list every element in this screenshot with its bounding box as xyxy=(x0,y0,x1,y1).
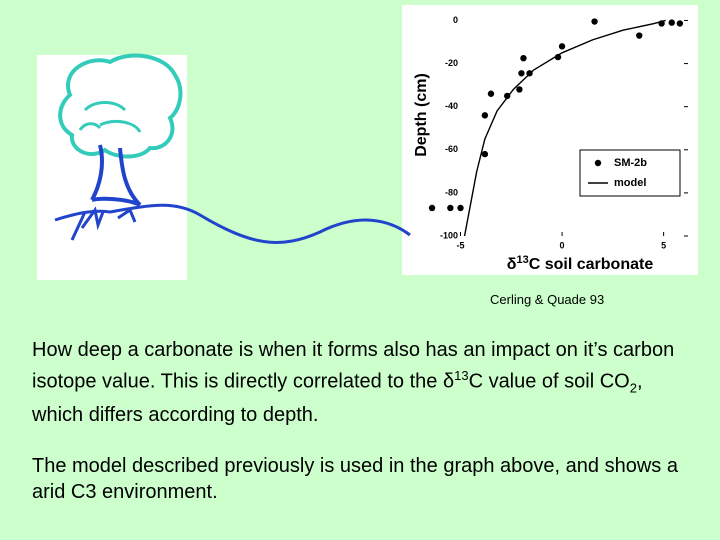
tree-crown-detail xyxy=(78,101,142,133)
point xyxy=(457,204,464,212)
point xyxy=(676,20,684,27)
y-tick-label: -40 xyxy=(445,101,458,111)
point xyxy=(668,19,675,26)
y-tick-label: -100 xyxy=(440,230,458,240)
y-axis-label: Depth (cm) xyxy=(413,73,430,157)
text: How deep a carbonate is when it forms al… xyxy=(32,339,675,393)
x-tick-label: 0 xyxy=(560,240,565,250)
citation: Cerling & Quade 93 xyxy=(490,292,605,307)
text: δ xyxy=(442,370,455,393)
legend-label: SM-2b xyxy=(614,157,647,169)
paragraph: How deep a carbonate is when it forms al… xyxy=(32,337,682,428)
text: , which differs according to depth. xyxy=(32,370,643,426)
legend-label: model xyxy=(614,177,646,189)
x-axis-label: δ13C soil carbonate xyxy=(507,254,654,273)
text: The model described previously is used i… xyxy=(32,455,678,503)
legend-swatch xyxy=(594,159,602,167)
ground-line xyxy=(54,203,411,244)
x-tick-label: -5 xyxy=(456,240,464,250)
legend-box xyxy=(579,149,681,197)
point xyxy=(447,204,454,212)
point xyxy=(516,86,523,93)
tree-trunk xyxy=(90,144,142,207)
tree-crown xyxy=(58,53,183,159)
roots xyxy=(70,206,137,241)
y-tick-label: -20 xyxy=(445,58,458,68)
point xyxy=(520,54,527,62)
text: C value of soil CO xyxy=(468,370,630,393)
x-label-part: 13 xyxy=(516,254,528,266)
paragraph: The model described previously is used i… xyxy=(32,453,682,505)
x-label-part: C soil carbonate xyxy=(529,256,654,273)
superscript: 13 xyxy=(454,368,469,383)
point xyxy=(428,204,436,212)
y-tick-label: -80 xyxy=(445,187,458,197)
x-label-part: δ xyxy=(507,256,517,273)
point xyxy=(487,90,495,97)
point xyxy=(518,70,525,77)
y-tick-label: 0 xyxy=(453,15,458,25)
point xyxy=(591,18,598,25)
point xyxy=(558,43,566,50)
y-tick-label: -60 xyxy=(445,144,458,154)
point xyxy=(636,32,643,39)
tree-panel xyxy=(37,55,187,280)
model-line xyxy=(463,19,666,237)
x-tick-label: 5 xyxy=(661,240,666,250)
point xyxy=(481,150,489,158)
chart-panel xyxy=(402,5,698,275)
point xyxy=(481,112,489,119)
subscript: 2 xyxy=(629,380,637,396)
